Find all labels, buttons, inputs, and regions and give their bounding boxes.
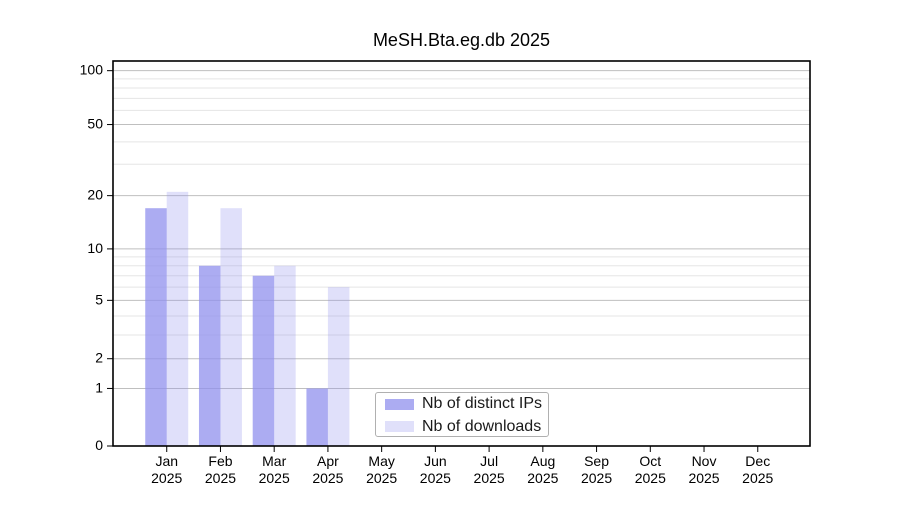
svg-text:Nov: Nov <box>692 453 717 469</box>
svg-text:5: 5 <box>95 291 103 307</box>
svg-text:Jul: Jul <box>480 453 498 469</box>
svg-text:2025: 2025 <box>527 470 558 486</box>
svg-text:Oct: Oct <box>639 453 661 469</box>
svg-text:Mar: Mar <box>262 453 286 469</box>
svg-text:2025: 2025 <box>312 470 343 486</box>
svg-text:2025: 2025 <box>688 470 719 486</box>
svg-text:May: May <box>368 453 394 469</box>
svg-text:2025: 2025 <box>635 470 666 486</box>
svg-text:Sep: Sep <box>584 453 609 469</box>
svg-text:2025: 2025 <box>581 470 612 486</box>
svg-text:2025: 2025 <box>366 470 397 486</box>
svg-text:2025: 2025 <box>474 470 505 486</box>
svg-text:50: 50 <box>87 116 103 132</box>
svg-text:Apr: Apr <box>317 453 339 469</box>
svg-text:2025: 2025 <box>742 470 773 486</box>
svg-text:100: 100 <box>80 62 104 78</box>
svg-text:Jan: Jan <box>155 453 178 469</box>
svg-text:Feb: Feb <box>208 453 232 469</box>
svg-text:1: 1 <box>95 379 103 395</box>
svg-text:10: 10 <box>87 240 103 256</box>
svg-text:Dec: Dec <box>745 453 770 469</box>
svg-text:0: 0 <box>95 437 103 453</box>
svg-text:Aug: Aug <box>530 453 555 469</box>
svg-text:2: 2 <box>95 350 103 366</box>
svg-text:MeSH.Bta.eg.db 2025: MeSH.Bta.eg.db 2025 <box>373 30 550 50</box>
svg-text:2025: 2025 <box>259 470 290 486</box>
svg-text:Jun: Jun <box>424 453 447 469</box>
svg-text:2025: 2025 <box>205 470 236 486</box>
svg-text:2025: 2025 <box>420 470 451 486</box>
svg-text:2025: 2025 <box>151 470 182 486</box>
svg-text:20: 20 <box>87 187 103 203</box>
